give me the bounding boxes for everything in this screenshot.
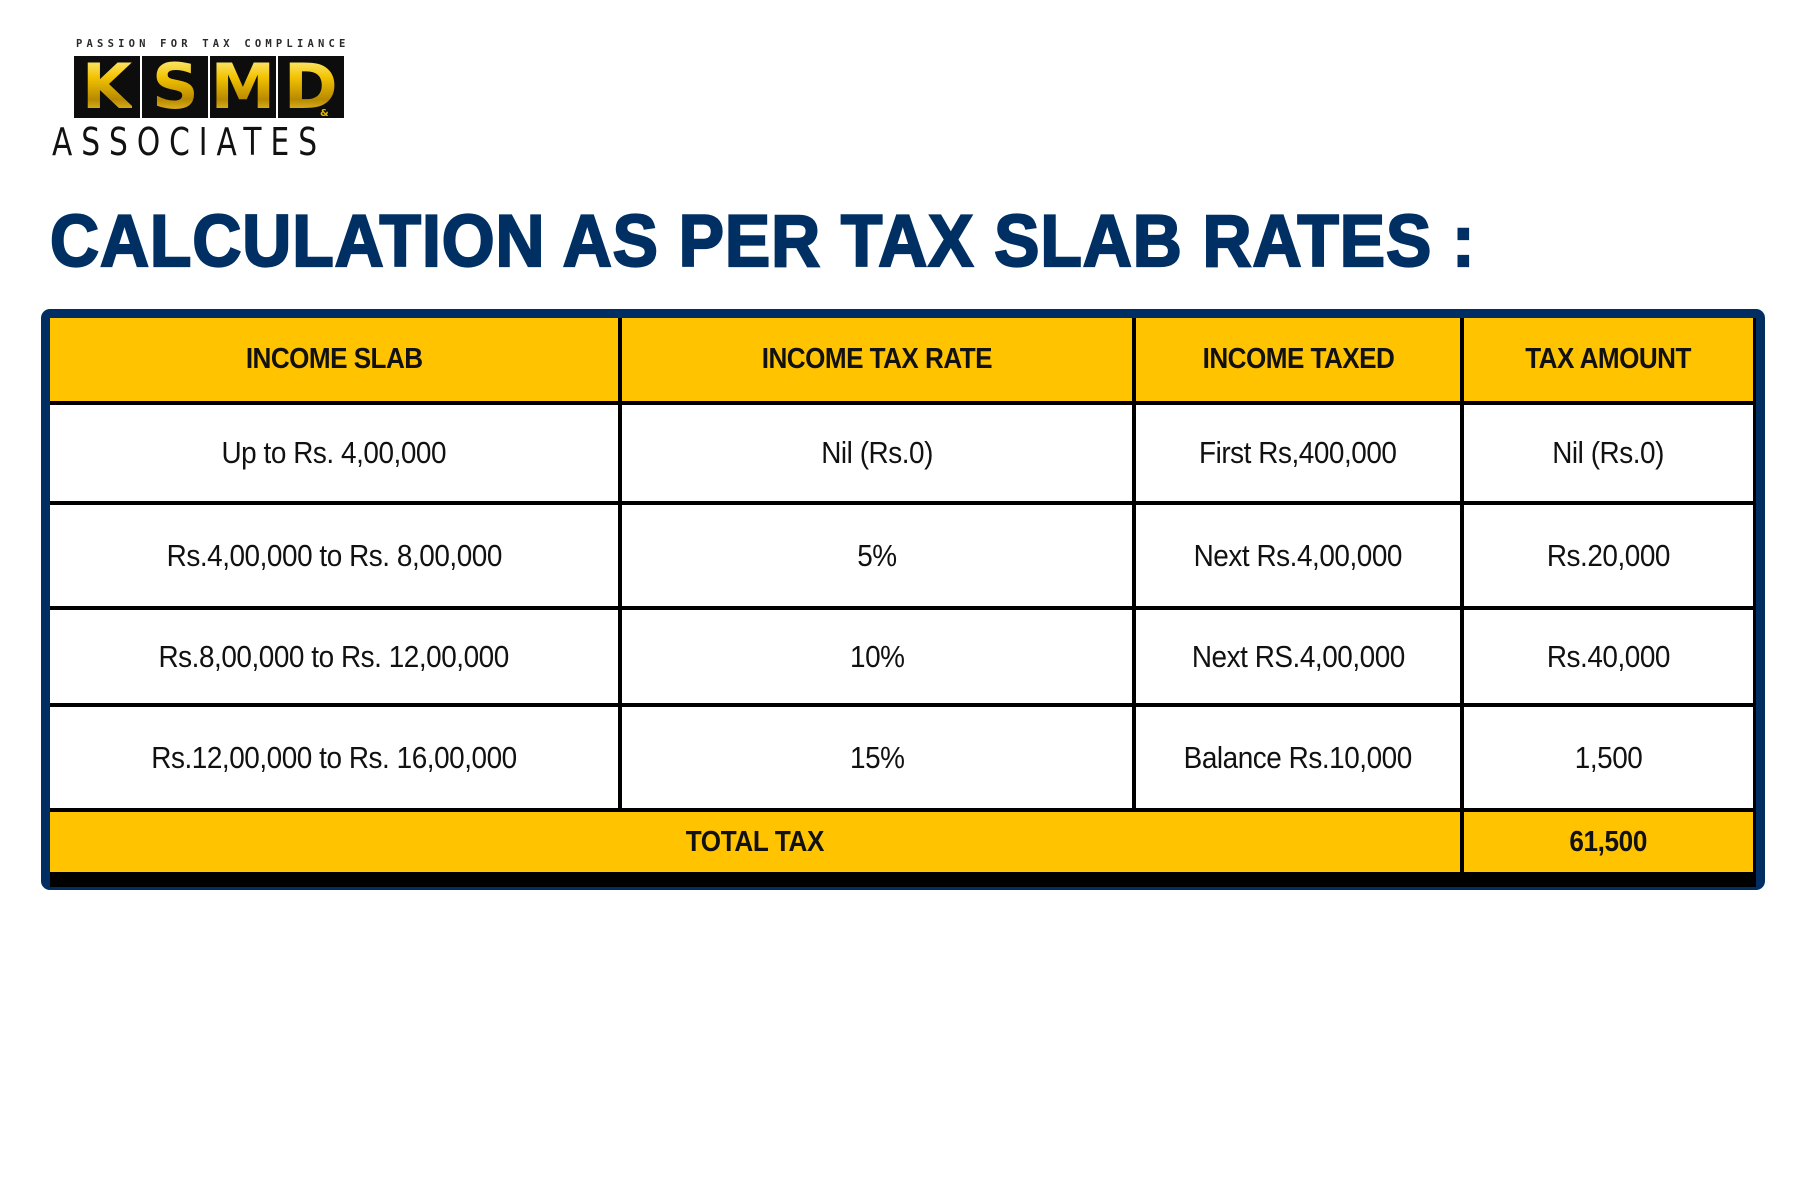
total-tax-value: 61,500	[1460, 808, 1756, 877]
table-row: Rs.4,00,000 to Rs. 8,00,000 5% Next Rs.4…	[50, 501, 1756, 610]
cell-income-slab: Up to Rs. 4,00,000	[50, 401, 622, 505]
cell-income-slab: Rs.4,00,000 to Rs. 8,00,000	[50, 501, 622, 610]
total-row: TOTAL TAX 61,500	[50, 808, 1756, 877]
table-header-row: INCOME SLAB INCOME TAX RATE INCOME TAXED…	[50, 318, 1756, 405]
tax-table-container: INCOME SLAB INCOME TAX RATE INCOME TAXED…	[50, 318, 1756, 887]
cell-income-taxed: Next RS.4,00,000	[1132, 606, 1464, 707]
logo-subtitle: ASSOCIATES	[52, 120, 326, 164]
header-income-taxed: INCOME TAXED	[1132, 318, 1464, 405]
total-tax-label: TOTAL TAX	[50, 808, 1464, 877]
cell-tax-amount: Rs.40,000	[1460, 606, 1756, 707]
tax-slab-table: INCOME SLAB INCOME TAX RATE INCOME TAXED…	[50, 318, 1756, 877]
table-row: Rs.8,00,000 to Rs. 12,00,000 10% Next RS…	[50, 606, 1756, 707]
cell-income-slab: Rs.12,00,000 to Rs. 16,00,000	[50, 703, 622, 812]
logo-tagline: PASSION FOR TAX COMPLIANCE	[76, 38, 350, 50]
tax-table-frame: INCOME SLAB INCOME TAX RATE INCOME TAXED…	[41, 309, 1765, 890]
logo-letter-boxes: K S M D	[74, 56, 344, 118]
logo-letter-s: S	[142, 56, 208, 118]
cell-tax-rate: 10%	[618, 606, 1136, 707]
logo-letter-k: K	[74, 56, 140, 118]
table-row: Rs.12,00,000 to Rs. 16,00,000 15% Balanc…	[50, 703, 1756, 812]
header-income-slab: INCOME SLAB	[50, 318, 622, 405]
logo-letter-m: M	[210, 56, 276, 118]
cell-tax-rate: 5%	[618, 501, 1136, 610]
page-title: CALCULATION AS PER TAX SLAB RATES :	[49, 200, 1476, 282]
cell-income-taxed: Balance Rs.10,000	[1132, 703, 1464, 812]
header-tax-amount: TAX AMOUNT	[1460, 318, 1756, 405]
cell-tax-rate: 15%	[618, 703, 1136, 812]
company-logo: PASSION FOR TAX COMPLIANCE K S M D & ASS…	[50, 36, 370, 166]
cell-tax-rate: Nil (Rs.0)	[618, 401, 1136, 505]
cell-income-taxed: First Rs,400,000	[1132, 401, 1464, 505]
logo-ampersand: &	[320, 108, 329, 119]
table-row: Up to Rs. 4,00,000 Nil (Rs.0) First Rs,4…	[50, 401, 1756, 505]
cell-tax-amount: 1,500	[1460, 703, 1756, 812]
logo-letter-d: D	[278, 56, 344, 118]
cell-income-taxed: Next Rs.4,00,000	[1132, 501, 1464, 610]
cell-tax-amount: Nil (Rs.0)	[1460, 401, 1756, 505]
header-income-tax-rate: INCOME TAX RATE	[618, 318, 1136, 405]
cell-tax-amount: Rs.20,000	[1460, 501, 1756, 610]
cell-income-slab: Rs.8,00,000 to Rs. 12,00,000	[50, 606, 622, 707]
